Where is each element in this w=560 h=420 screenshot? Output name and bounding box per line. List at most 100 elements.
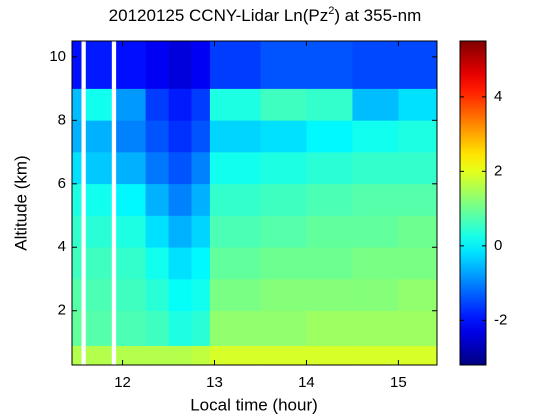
- heatmap-cell: [306, 88, 353, 121]
- heatmap-cell: [398, 279, 438, 312]
- colorbar-tick-label: 0: [494, 237, 502, 254]
- heatmap-cell: [168, 310, 192, 346]
- heatmap-cell: [398, 215, 438, 248]
- heatmap-cell: [72, 247, 82, 280]
- heatmap-cell: [209, 310, 261, 346]
- heatmap-cell: [116, 310, 146, 346]
- heatmap-cell: [145, 279, 169, 312]
- heatmap-cell: [352, 152, 399, 185]
- heatmap-cell: [116, 247, 146, 280]
- heatmap-cell: [398, 41, 438, 89]
- heatmap-cell: [260, 152, 307, 185]
- heatmap-cell: [260, 120, 307, 153]
- title-superscript: 2: [328, 5, 334, 17]
- heatmap-cell: [85, 152, 112, 185]
- heatmap-cell: [209, 183, 261, 216]
- heatmap-cell: [72, 41, 82, 89]
- heatmap-cell: [168, 345, 192, 366]
- y-axis-label: Altitude (km): [11, 155, 30, 250]
- heatmap-cell: [398, 183, 438, 216]
- heatmap-cell: [72, 310, 82, 346]
- heatmap-cell: [209, 88, 261, 121]
- plot-frame: [71, 40, 438, 366]
- y-tick-label: 8: [58, 111, 66, 128]
- y-tick-label: 10: [49, 48, 66, 65]
- x-tick-label: 12: [114, 374, 131, 391]
- heatmap-cell: [191, 215, 211, 248]
- heatmap-cell: [168, 88, 192, 121]
- heatmap-cell: [306, 279, 353, 312]
- heatmap-cell: [72, 183, 82, 216]
- heatmap-cell: [116, 345, 146, 366]
- heatmap-cell: [260, 88, 307, 121]
- title-text: 20120125 CCNY-Lidar Ln(Pz: [109, 6, 329, 25]
- heatmap-cell: [352, 310, 399, 346]
- colorbar: [459, 40, 487, 366]
- heatmap-cell: [191, 41, 211, 89]
- heatmap-cell: [191, 120, 211, 153]
- heatmap-cell: [209, 120, 261, 153]
- heatmap-cell: [352, 247, 399, 280]
- colorbar-tick-label: 4: [494, 88, 502, 105]
- heatmap-cell: [72, 152, 82, 185]
- heatmap-cell: [145, 345, 169, 366]
- heatmap-cell: [116, 88, 146, 121]
- heatmap-cell: [306, 120, 353, 153]
- y-tick-label: 6: [58, 175, 66, 192]
- heatmap-cell: [168, 247, 192, 280]
- heatmap-cell: [306, 41, 353, 89]
- heatmap-cell: [260, 310, 307, 346]
- heatmap-cell: [352, 183, 399, 216]
- heatmap-cell: [191, 88, 211, 121]
- heatmap-cell: [260, 345, 307, 366]
- heatmap-cell: [116, 279, 146, 312]
- heatmap-cell: [85, 279, 112, 312]
- heatmap-cell: [145, 152, 169, 185]
- heatmap-cell: [145, 183, 169, 216]
- heatmap-cell: [145, 215, 169, 248]
- heatmap-cell: [398, 345, 438, 366]
- heatmap-cell: [209, 345, 261, 366]
- heatmap-cell: [191, 279, 211, 312]
- heatmap-cell: [85, 345, 112, 366]
- heatmap-cell: [209, 279, 261, 312]
- heatmap-cell: [145, 41, 169, 89]
- heatmap-cell: [191, 247, 211, 280]
- heatmap-cell: [116, 120, 146, 153]
- heatmap-cell: [85, 120, 112, 153]
- colorbar-tick-label: 2: [494, 162, 502, 179]
- heatmap-cell: [85, 88, 112, 121]
- heatmap-cell: [306, 183, 353, 216]
- colorbar-tick-label: -2: [494, 311, 507, 328]
- x-tick-label: 15: [390, 374, 407, 391]
- heatmap-cell: [398, 310, 438, 346]
- y-tick-label: 2: [58, 302, 66, 319]
- heatmap-cell: [398, 152, 438, 185]
- heatmap-cell: [116, 41, 146, 89]
- heatmap-cell: [209, 41, 261, 89]
- x-axis-label: Local time (hour): [190, 395, 318, 414]
- heatmap-cell: [260, 183, 307, 216]
- heatmap-cell: [306, 345, 353, 366]
- heatmap-cell: [168, 152, 192, 185]
- heatmap-cell: [306, 247, 353, 280]
- heatmap-cell: [168, 183, 192, 216]
- heatmap-cell: [352, 41, 399, 89]
- heatmap-cell: [191, 183, 211, 216]
- heatmap-cell: [306, 310, 353, 346]
- heatmap-cell: [209, 247, 261, 280]
- heatmap-cell: [352, 120, 399, 153]
- heatmap-cell: [209, 152, 261, 185]
- heatmap-cell: [168, 41, 192, 89]
- heatmap-cell: [85, 215, 112, 248]
- heatmap-cell: [352, 279, 399, 312]
- heatmap-cell: [260, 247, 307, 280]
- heatmap-cell: [260, 41, 307, 89]
- heatmap-cell: [116, 215, 146, 248]
- heatmap-cell: [145, 88, 169, 121]
- y-tick-label: 4: [58, 238, 66, 255]
- heatmap-cell: [306, 215, 353, 248]
- heatmap-cell: [85, 183, 112, 216]
- heatmap-cell: [72, 120, 82, 153]
